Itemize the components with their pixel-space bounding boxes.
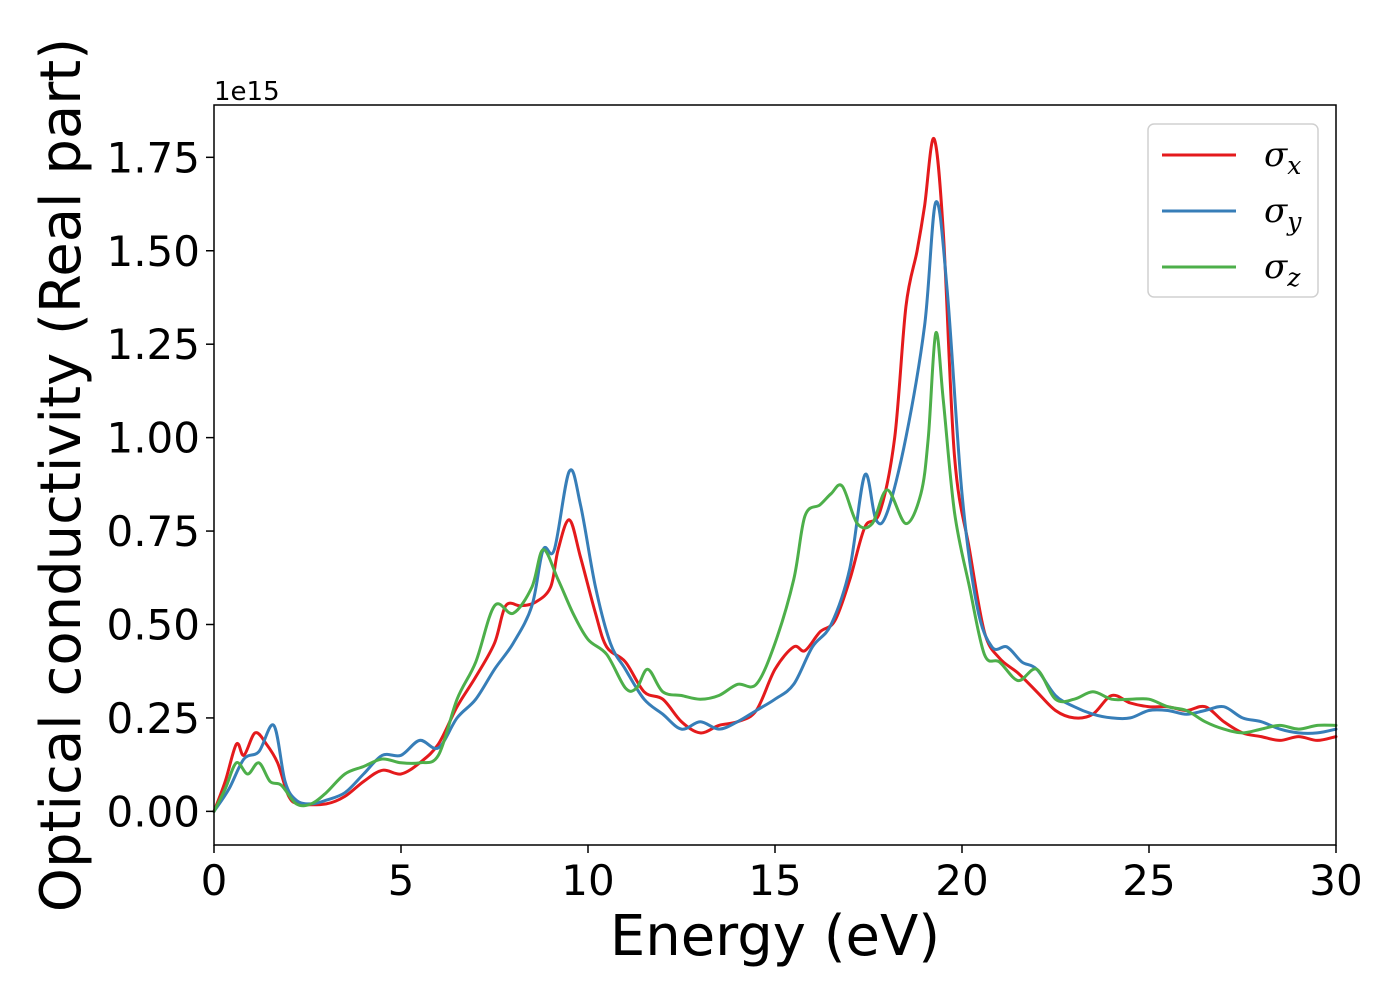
y-tick-label: 0.75 bbox=[106, 507, 200, 556]
y-tick-label: 1.00 bbox=[106, 414, 200, 463]
legend: σx σy σz bbox=[1147, 123, 1319, 298]
series-line-x bbox=[212, 137, 1338, 813]
legend-label-y: σy bbox=[1264, 191, 1302, 236]
x-tick-label: 20 bbox=[935, 856, 988, 905]
y-tick-label: 1.25 bbox=[106, 320, 200, 369]
y-axis-label: Optical conductivity (Real part) bbox=[29, 38, 94, 912]
y-tick-label: 1.50 bbox=[106, 227, 200, 276]
y-tick-label: 0.00 bbox=[106, 787, 200, 836]
y-tick-label: 1.75 bbox=[106, 133, 200, 182]
x-tick-label: 30 bbox=[1309, 856, 1362, 905]
y-offset-text: 1e15 bbox=[214, 77, 280, 107]
x-tick-label: 15 bbox=[748, 856, 801, 905]
legend-label-z: σz bbox=[1264, 247, 1301, 292]
x-tick-label: 5 bbox=[388, 856, 415, 905]
series-line-z bbox=[212, 331, 1338, 813]
y-axis: 0.00 0.25 0.50 0.75 1.00 1.25 1.50 1.75 bbox=[106, 133, 214, 836]
legend-entries: σx σy σz bbox=[1162, 135, 1302, 292]
series-layer bbox=[212, 137, 1338, 813]
legend-label-x: σx bbox=[1264, 135, 1301, 180]
y-tick-label: 0.50 bbox=[106, 600, 200, 649]
x-tick-label: 25 bbox=[1122, 856, 1175, 905]
x-tick-label: 10 bbox=[561, 856, 614, 905]
x-tick-label: 0 bbox=[201, 856, 228, 905]
x-axis: 0 5 10 15 20 25 30 bbox=[201, 845, 1363, 905]
y-tick-label: 0.25 bbox=[106, 694, 200, 743]
x-axis-label: Energy (eV) bbox=[610, 904, 940, 969]
series-line-y bbox=[212, 200, 1338, 813]
